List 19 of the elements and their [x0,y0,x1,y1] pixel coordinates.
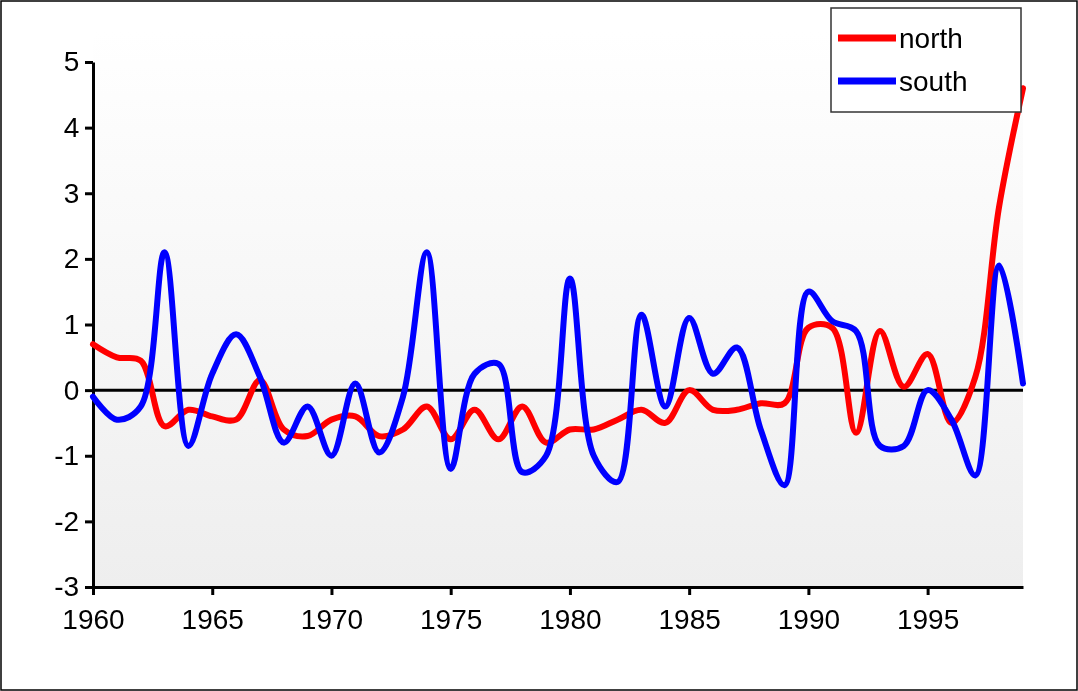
y-tick-label: -3 [54,571,80,603]
y-tick-label: 4 [63,112,80,144]
x-tick-label: 1985 [658,603,721,635]
y-tick-label: 5 [63,46,80,78]
y-tick-label: -2 [54,505,80,537]
y-tick-label: 3 [63,177,80,209]
x-tick-label: 1990 [777,603,841,635]
y-tick-label: 2 [63,243,80,275]
y-tick-label: -1 [54,440,80,472]
x-tick-label: 1980 [539,603,602,635]
y-tick-label: 1 [63,308,80,340]
x-tick-label: 1975 [420,603,483,635]
x-tick-label: 1970 [300,603,364,635]
x-tick-label: 1960 [62,603,125,635]
y-tick-label: 0 [63,374,80,406]
legend-label: north [899,23,963,54]
x-tick-label: 1965 [181,603,244,635]
x-tick-label: 1995 [896,603,960,635]
legend-label: south [899,66,968,97]
